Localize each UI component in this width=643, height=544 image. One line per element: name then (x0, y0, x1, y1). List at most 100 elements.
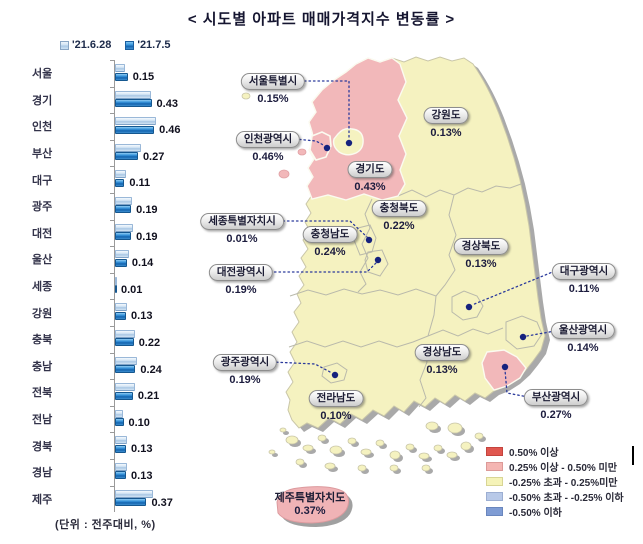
bar-prev (115, 64, 126, 72)
bar-curr (115, 471, 127, 480)
map-label-gangwon: 강원도 0.13% (423, 107, 469, 139)
sejong-dot-icon (365, 236, 373, 244)
axis-tick (110, 485, 115, 487)
region-value: 0.14% (567, 342, 599, 354)
bar-prev (115, 117, 156, 126)
axis-tick (110, 432, 115, 434)
bar-prev (115, 196, 132, 205)
bar-prev (115, 356, 138, 365)
map-label-daegu: 대구광역시 0.11% (551, 263, 617, 295)
map-label-ulsan: 울산광역시 0.14% (550, 322, 616, 354)
axis-tick (110, 192, 115, 194)
daejeon-dot-icon (374, 256, 382, 264)
map-legend-row: 0.50% 이상 (486, 444, 624, 459)
category-label: 충북 (32, 334, 53, 347)
region-value: 0.19% (229, 374, 261, 386)
bar-row-gyeongbuk: 경북 0.13 (0, 432, 210, 459)
category-label: 울산 (32, 254, 53, 267)
bar-curr (115, 125, 155, 134)
axis-tick (110, 166, 115, 168)
region-name: 대전광역시 (208, 264, 274, 281)
bar-prev (115, 90, 151, 99)
legend-swatch-yellow-icon (486, 477, 503, 486)
region-name: 대구광역시 (551, 263, 617, 280)
legend-label: -0.50% 초과 - -0.25% 이하 (509, 493, 624, 504)
bar-prev (115, 329, 136, 338)
region-value: 0.13% (426, 364, 458, 376)
bar-value-label: 0.14 (131, 257, 154, 270)
map-label-daejeon: 대전광역시 0.19% (208, 264, 274, 296)
cursor-artifact (632, 446, 634, 465)
bar-row-daejeon: 대전 0.19 (0, 219, 210, 247)
legend-swatch-lightblue-icon (486, 492, 503, 501)
bar-row-jeonnam: 전남 0.10 (0, 405, 210, 433)
region-incheon-shape (309, 131, 332, 161)
axis-tick (110, 219, 115, 221)
page-title: < 시도별 아파트 매매가격지수 변동률 > (187, 11, 456, 28)
bar-value-label: 0.13 (131, 310, 153, 323)
region-name: 충청북도 (371, 200, 427, 217)
category-label: 서울 (32, 68, 53, 81)
bar-value-label: 0.21 (137, 390, 160, 403)
bar-prev (115, 250, 129, 259)
map-label-jeonnam: 전라남도 0.10% (308, 390, 364, 422)
bar-value-label: 0.22 (138, 336, 161, 349)
category-label: 대구 (32, 174, 53, 187)
bar-curr (115, 338, 134, 347)
incheon-dot-icon (323, 144, 331, 152)
region-value: 0.15% (257, 93, 289, 105)
bar-value-label: 0.43 (156, 97, 178, 110)
region-value: 0.13% (465, 258, 497, 270)
category-label: 세종 (32, 281, 53, 294)
map-label-gyeonggi: 경기도 0.43% (347, 161, 393, 193)
map-label-incheon: 인천광역시 0.46% (235, 131, 301, 163)
axis-tick (110, 246, 115, 248)
category-label: 부산 (32, 148, 53, 161)
region-value: 0.27% (540, 409, 572, 421)
bar-curr (115, 72, 128, 81)
bar-curr (115, 498, 147, 506)
bar-prev (115, 383, 135, 392)
bar-value-label: 0.10 (128, 416, 150, 429)
bar-chart: 서울 0.15 경기 0.43 인천 0.46 부산 0.27 대구 0.11 광주 0.1… (0, 60, 210, 512)
region-name: 인천광역시 (235, 131, 301, 148)
map-label-sejong: 세종특별자치시 0.01% (200, 213, 284, 245)
category-label: 전북 (32, 387, 53, 400)
region-name: 세종특별자치시 (200, 213, 284, 230)
bar-prev (115, 143, 142, 152)
bar-curr (115, 285, 117, 294)
bar-row-daegu: 대구 0.11 (0, 166, 210, 193)
map-label-chungnam: 충청남도 0.24% (302, 226, 358, 258)
category-label: 제주 (32, 493, 53, 506)
region-value: 0.43% (354, 181, 386, 193)
axis-tick (110, 458, 115, 460)
region-value: 0.37% (294, 505, 326, 517)
bar-curr (115, 232, 132, 241)
axis-tick (110, 113, 115, 115)
region-name: 경상북도 (453, 238, 509, 255)
category-label: 경기 (32, 94, 53, 107)
axis-tick (110, 325, 115, 327)
legend-label: 0.50% 이상 (509, 448, 559, 459)
seoul-dot-icon (345, 139, 353, 147)
bar-row-gwangju: 광주 0.19 (0, 192, 210, 220)
axis-tick (110, 139, 115, 141)
legend-label: -0.25% 초과 - 0.25%미만 (509, 478, 618, 489)
bar-curr (115, 152, 138, 161)
bar-prev (115, 409, 123, 418)
map-legend: 0.50% 이상 0.25% 이상 - 0.50% 미만 -0.25% 초과 -… (486, 444, 624, 519)
bar-value-label: 0.46 (159, 124, 181, 137)
bar-value-label: 0.19 (136, 203, 158, 216)
region-name: 충청남도 (302, 226, 358, 243)
region-value: 0.19% (225, 284, 257, 296)
bar-value-label: 0.13 (131, 443, 153, 456)
chart-legend-label: '21.6.28 (72, 39, 112, 51)
region-name: 제주특별자치도 (274, 492, 346, 504)
map-label-gyeongnam: 경상남도 0.13% (414, 344, 470, 376)
chart-legend: '21.6.28 '21.7.5 (60, 39, 171, 51)
category-label: 인천 (32, 121, 53, 134)
unit-note: (단위 : 전주대비, %) (55, 519, 156, 531)
bar-curr (115, 418, 124, 427)
chart-legend-label: '21.7.5 (137, 39, 171, 51)
